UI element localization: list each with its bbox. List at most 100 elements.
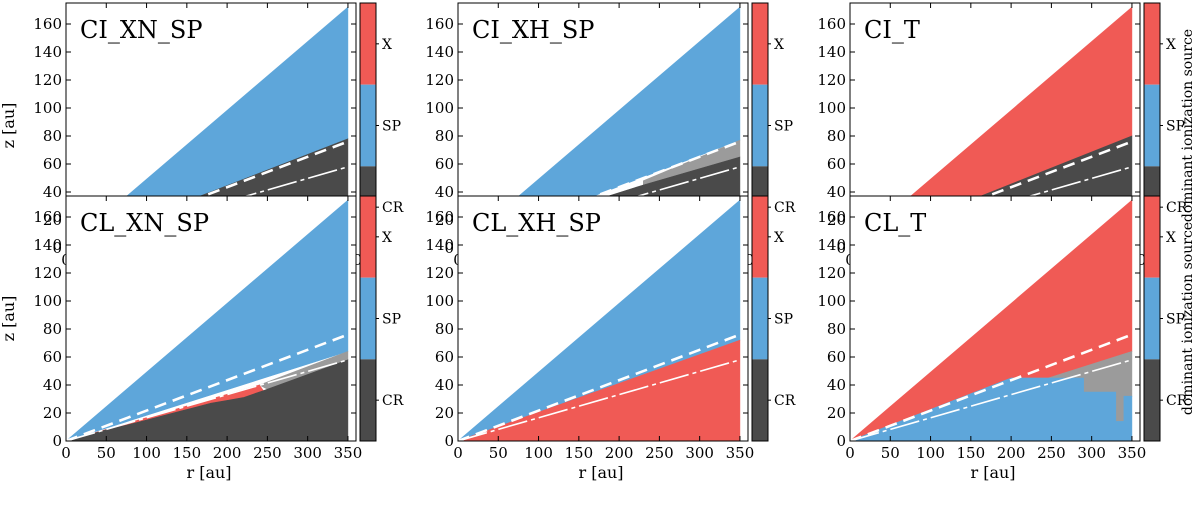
panel-title: CL_XH_SP <box>472 209 601 237</box>
colorbar-segment-x <box>752 196 768 278</box>
x-tick-label: 350 <box>726 444 755 462</box>
y-tick-label: 60 <box>827 348 846 366</box>
y-tick-label: 0 <box>444 432 454 450</box>
x-tick-label: 50 <box>489 444 508 462</box>
region-sp <box>850 377 1133 441</box>
x-tick-label: 250 <box>253 444 282 462</box>
x-axis-label: r [au] <box>970 463 1015 482</box>
x-tick-label: 0 <box>845 444 855 462</box>
y-tick-label: 80 <box>43 320 62 338</box>
x-tick-label: 200 <box>997 444 1026 462</box>
x-tick-label: 100 <box>916 444 945 462</box>
axes-frame <box>849 195 1141 442</box>
y-tick-label: 20 <box>435 404 454 422</box>
region-x <box>458 339 741 441</box>
x-tick-label: 350 <box>334 444 363 462</box>
y-tick-label: 40 <box>827 376 846 394</box>
colorbar-segment-x <box>1144 3 1160 85</box>
colorbar-label-sp: SP <box>1166 312 1185 328</box>
colorbar-segment-x <box>360 3 376 85</box>
colorbar-segment-sp <box>752 84 768 167</box>
panel-6: 0 50 100 150 200 250 300 3500204060801001201401… <box>817 195 1196 482</box>
x-axis-label: r [au] <box>578 463 623 482</box>
colorbar-segment-cr <box>752 359 768 441</box>
y-tick-label: 100 <box>425 99 454 117</box>
y-tick-label: 120 <box>33 264 62 282</box>
y-tick-label: 140 <box>817 236 846 254</box>
y-tick-label: 160 <box>425 208 454 226</box>
y-tick-label: 60 <box>43 348 62 366</box>
longdash-line <box>66 359 349 441</box>
y-tick-label: 0 <box>444 239 454 257</box>
colorbar-label-cr: CR <box>774 393 796 409</box>
y-axis-label: z [au] <box>0 103 18 149</box>
y-tick-label: 120 <box>425 71 454 89</box>
colorbar-label-sp: SP <box>382 119 401 135</box>
colorbar-label-x: X <box>1166 37 1176 53</box>
y-tick-label: 0 <box>836 239 846 257</box>
y-tick-label: 120 <box>425 264 454 282</box>
colorbar-segment-cr <box>360 359 376 441</box>
y-tick-label: 40 <box>435 183 454 201</box>
y-tick-label: 20 <box>827 211 846 229</box>
colorbar-segment-sp <box>1144 277 1160 360</box>
panel-5: 0 50 100 150 200 250 300 3500204060801001201401… <box>425 195 796 482</box>
y-tick-label: 20 <box>827 404 846 422</box>
panel-title: CL_XN_SP <box>80 209 209 237</box>
dashed-line <box>66 140 349 248</box>
x-tick-label: 250 <box>645 444 674 462</box>
y-tick-label: 140 <box>425 43 454 61</box>
y-tick-label: 80 <box>827 127 846 145</box>
y-tick-label: 20 <box>43 211 62 229</box>
x-tick-label: 50 <box>881 444 900 462</box>
plot-area <box>850 196 1140 441</box>
region-sp <box>458 6 741 248</box>
y-tick-label: 160 <box>33 208 62 226</box>
region-sp <box>66 199 349 441</box>
y-tick-label: 140 <box>425 236 454 254</box>
colorbar-label-cr: CR <box>774 200 796 216</box>
y-tick-label: 40 <box>435 376 454 394</box>
y-tick-label: 0 <box>52 432 62 450</box>
x-tick-label: 50 <box>97 444 116 462</box>
panel-title: CI_XN_SP <box>80 16 203 44</box>
y-tick-label: 80 <box>435 320 454 338</box>
dashed-line <box>66 333 349 441</box>
x-tick-label: 200 <box>213 444 242 462</box>
panel-title: CI_XH_SP <box>472 16 594 44</box>
panel-title: CI_T <box>864 16 920 44</box>
x-tick-label: 0 <box>61 444 71 462</box>
x-tick-label: 150 <box>173 444 202 462</box>
y-tick-label: 120 <box>33 71 62 89</box>
longdash-line <box>458 359 741 441</box>
x-tick-label: 150 <box>565 444 594 462</box>
y-tick-label: 60 <box>43 155 62 173</box>
colorbar-title: dominant ionization source <box>1180 222 1196 415</box>
y-tick-label: 20 <box>43 404 62 422</box>
y-tick-label: 0 <box>52 239 62 257</box>
y-tick-label: 80 <box>43 127 62 145</box>
axes-frame <box>457 195 749 442</box>
x-tick-label: 200 <box>605 444 634 462</box>
y-tick-label: 20 <box>435 211 454 229</box>
colorbar-label-cr: CR <box>1166 200 1188 216</box>
y-tick-label: 140 <box>817 43 846 61</box>
y-tick-label: 120 <box>817 264 846 282</box>
colorbar-segment-sp <box>360 277 376 360</box>
x-axis-label: r [au] <box>186 463 231 482</box>
x-tick-label: 150 <box>957 444 986 462</box>
x-tick-label: 100 <box>132 444 161 462</box>
plot-area <box>66 196 356 441</box>
y-axis-label: z [au] <box>0 296 18 342</box>
y-tick-label: 100 <box>425 292 454 310</box>
colorbar-title: dominant ionization source <box>1180 29 1196 222</box>
colorbar-label-x: X <box>774 230 784 246</box>
colorbar-segment-sp <box>752 277 768 360</box>
colorbar-label-cr: CR <box>1166 393 1188 409</box>
dashed-line <box>458 333 741 441</box>
colorbar-label-x: X <box>774 37 784 53</box>
colorbar-label-x: X <box>382 37 392 53</box>
colorbar-segment-sp <box>1144 84 1160 167</box>
y-tick-label: 60 <box>435 155 454 173</box>
